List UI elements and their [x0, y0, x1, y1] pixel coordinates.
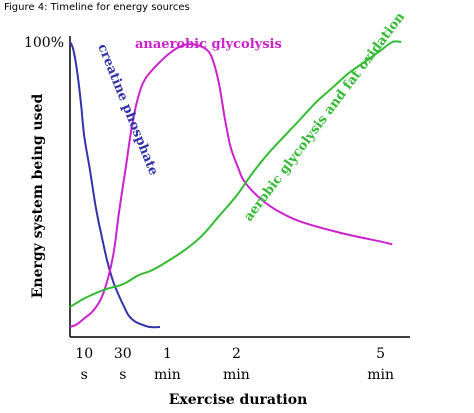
annotation-anaerobic-glycolysis: anaerobic glycolysis	[135, 37, 282, 52]
y-axis-title: Energy system being used	[30, 94, 46, 299]
x-tick-label-2-unit: min	[154, 367, 181, 383]
y-tick-label-100: 100%	[24, 35, 64, 51]
series-line-anaerobic-glycolysis	[69, 43, 393, 328]
x-tick-label-1-unit: s	[119, 367, 126, 383]
x-tick-label-4-unit: min	[367, 367, 394, 383]
series-line-creatine-phosphate	[69, 41, 161, 329]
x-tick-labels: 10 s 30 s 1 min 2 min 5 min	[75, 346, 394, 383]
x-tick-label-4-value: 5	[376, 346, 385, 362]
x-tick-label-0-unit: s	[81, 367, 88, 383]
figure-caption: Figure 4: Timeline for energy sources	[4, 2, 190, 13]
x-tick-label-0-value: 10	[75, 346, 93, 362]
x-tick-label-2-value: 1	[163, 346, 172, 362]
x-tick-label-1-value: 30	[114, 346, 132, 362]
series-line-aerobic-glycolysis-and-fat-oxidation	[69, 40, 402, 308]
x-axis-title: Exercise duration	[169, 392, 308, 408]
x-tick-label-3-unit: min	[223, 367, 250, 383]
series-lines	[69, 40, 402, 329]
x-tick-label-3-value: 2	[232, 346, 241, 362]
